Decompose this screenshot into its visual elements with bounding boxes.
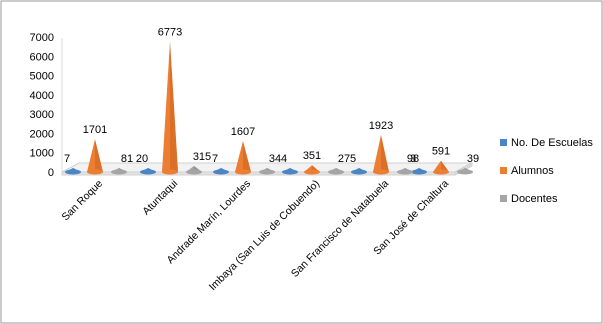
cone-base	[162, 169, 178, 175]
data-label: 351	[303, 150, 321, 162]
cone-base	[140, 169, 156, 175]
data-label: 39	[467, 153, 479, 165]
data-label: 3	[410, 153, 416, 165]
data-label: 7	[64, 153, 70, 165]
data-label: 4	[281, 153, 287, 165]
cone-body	[433, 160, 449, 172]
cone-body	[87, 139, 103, 172]
legend-item-docentes: Docentes	[500, 192, 593, 205]
cone-base	[397, 169, 413, 175]
legend-swatch-icon	[500, 139, 507, 146]
legend-label: No. De Escuelas	[511, 136, 593, 149]
cone-mark	[411, 168, 427, 175]
cone-base	[457, 169, 473, 175]
cone-base	[373, 169, 389, 175]
cone-shade	[381, 134, 389, 172]
cone-mark	[304, 165, 320, 175]
data-label: 1701	[83, 124, 107, 136]
y-tick-label: 4000	[30, 90, 54, 102]
cone-mark	[140, 168, 156, 175]
legend-swatch-icon	[500, 167, 507, 174]
data-label: 1607	[231, 126, 255, 138]
cone-base	[304, 169, 320, 175]
data-label: 6773	[158, 26, 182, 38]
cone-shade	[243, 141, 251, 172]
data-labels: 7 20 7 4 5 3 1701 6773 1607 351 1923 591 81 315 34 27 98…	[64, 26, 479, 165]
chart-marks	[65, 41, 473, 175]
cone-base	[111, 169, 127, 175]
legend-item-alumnos: Alumnos	[500, 164, 593, 177]
cone-shade	[170, 41, 178, 173]
cone-mark	[282, 168, 298, 175]
cone-base	[259, 169, 275, 175]
cone-base	[282, 169, 298, 175]
data-label: 98	[407, 153, 419, 165]
cone-mark	[235, 141, 251, 175]
y-tick-label: 1000	[30, 148, 54, 160]
cone-base	[87, 169, 103, 175]
cone-base	[65, 169, 81, 175]
cone-mark	[111, 168, 127, 175]
cone-mark	[328, 168, 344, 175]
legend-label: Docentes	[511, 192, 558, 205]
data-label: 315	[193, 151, 211, 163]
cone-mark	[433, 160, 449, 175]
data-label: 27	[338, 153, 350, 165]
cone-body	[373, 134, 389, 172]
legend-item-escuelas: No. De Escuelas	[500, 136, 593, 149]
cone-mark	[457, 168, 473, 175]
y-tick-label: 0	[48, 167, 54, 179]
cone-mark	[87, 139, 103, 175]
cone-body	[162, 41, 178, 173]
cone-mark	[65, 168, 81, 175]
cone-base	[213, 169, 229, 175]
cone-base	[186, 169, 202, 175]
cone-mark	[351, 168, 367, 175]
legend-swatch-icon	[500, 195, 507, 202]
data-label: 7	[212, 153, 218, 165]
cone-shade	[441, 160, 449, 172]
cone-body	[235, 141, 251, 172]
data-label: 591	[432, 146, 450, 158]
y-axis: 0 1000 2000 3000 4000 5000 6000 7000	[30, 32, 63, 179]
data-label: 1923	[369, 120, 393, 132]
cone-mark	[397, 168, 413, 175]
data-label: 5	[350, 153, 356, 165]
cone-base	[351, 169, 367, 175]
cone-mark	[259, 168, 275, 175]
y-tick-label: 6000	[30, 51, 54, 63]
cone-base	[433, 169, 449, 175]
y-tick-label: 2000	[30, 128, 54, 140]
cone-mark	[213, 168, 229, 175]
y-tick-label: 5000	[30, 71, 54, 83]
cone-base	[411, 169, 427, 175]
legend-label: Alumnos	[511, 164, 554, 177]
data-label: 20	[136, 153, 148, 165]
cone-mark	[186, 165, 202, 175]
cone-mark	[373, 134, 389, 175]
data-label: 34	[269, 153, 281, 165]
data-label: 81	[121, 153, 133, 165]
cone-base	[235, 169, 251, 175]
legend: No. De Escuelas Alumnos Docentes	[500, 136, 593, 220]
y-tick-label: 7000	[30, 32, 54, 44]
cone-mark	[162, 41, 178, 175]
y-tick-label: 3000	[30, 109, 54, 121]
cone-shade	[95, 139, 103, 172]
cone-base	[328, 169, 344, 175]
